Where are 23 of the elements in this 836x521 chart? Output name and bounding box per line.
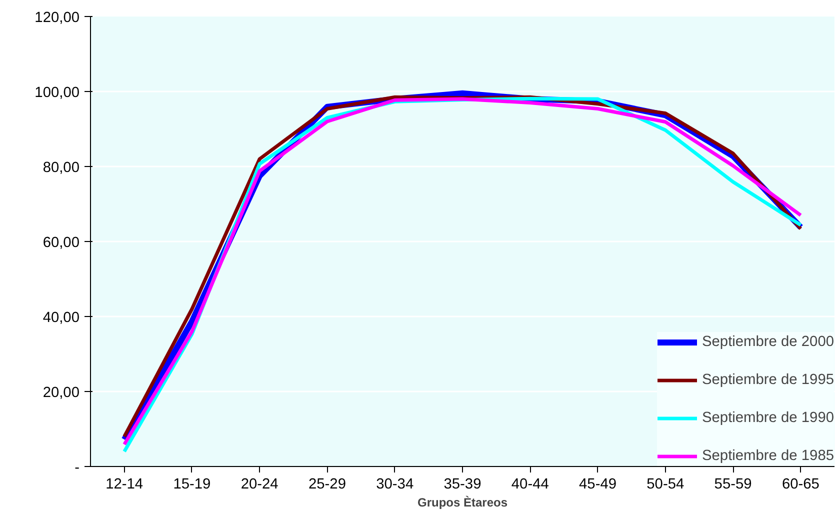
x-tick-label: 60-65 bbox=[782, 476, 820, 492]
x-tick-label: 50-54 bbox=[646, 476, 684, 492]
x-axis-title: Grupos Ètareos bbox=[417, 496, 508, 510]
y-tick-label: 80,00 bbox=[42, 160, 80, 176]
x-tick-label: 40-44 bbox=[511, 476, 549, 492]
x-tick-label: 25-29 bbox=[308, 476, 346, 492]
x-tick-label: 35-39 bbox=[444, 476, 482, 492]
y-tick-label: 40,00 bbox=[42, 310, 80, 326]
x-tick-label: 15-19 bbox=[173, 476, 211, 492]
y-tick-label: - bbox=[74, 460, 80, 476]
y-tick-label: 20,00 bbox=[42, 385, 80, 401]
legend-label: Septiembre de 1990 bbox=[702, 410, 834, 426]
legend-label: Septiembre de 1985 bbox=[702, 448, 834, 464]
x-tick-label: 45-49 bbox=[579, 476, 617, 492]
legend-label: Septiembre de 2000 bbox=[702, 334, 834, 350]
x-tick-label: 30-34 bbox=[376, 476, 414, 492]
x-tick-label: 20-24 bbox=[240, 476, 278, 492]
y-tick-label: 120,00 bbox=[34, 10, 80, 26]
y-tick-label: 100,00 bbox=[34, 85, 80, 101]
x-tick-label: 55-59 bbox=[714, 476, 752, 492]
y-tick-label: 60,00 bbox=[42, 235, 80, 251]
x-tick-label: 12-14 bbox=[106, 476, 144, 492]
legend-label: Septiembre de 1995 bbox=[702, 372, 834, 388]
